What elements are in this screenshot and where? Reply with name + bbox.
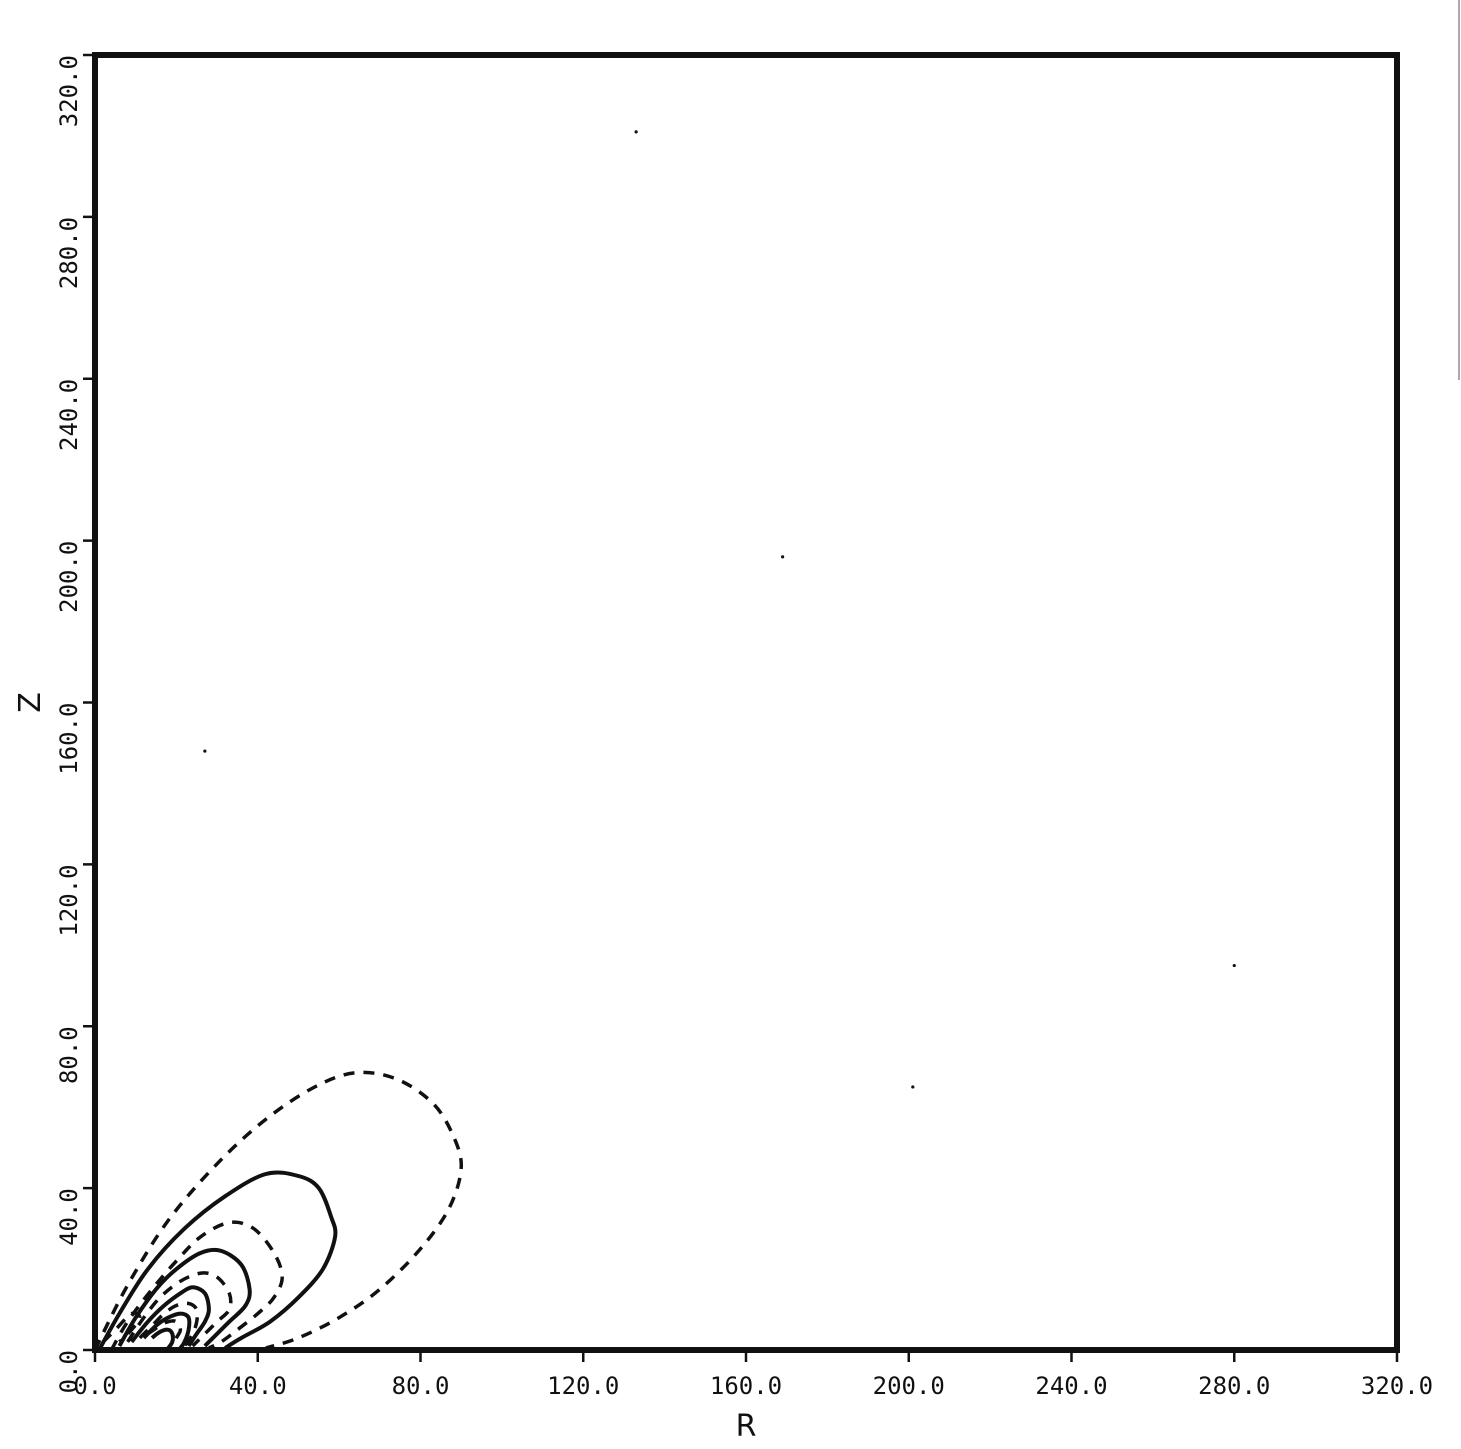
scan-speck-5 bbox=[911, 1085, 915, 1089]
contour-line-solid-6 bbox=[130, 1285, 211, 1348]
contour-line-dashed-5 bbox=[126, 1271, 233, 1348]
contour-line-solid-8 bbox=[142, 1311, 192, 1350]
x-tick-label: 120.0 bbox=[547, 1372, 619, 1400]
y-axis-ticks: 0.0 40.0 80.0 120.0 160.0 200.0 240.0 280.0 320.… bbox=[55, 53, 95, 1393]
y-tick-label: 200.0 bbox=[55, 541, 83, 613]
y-tick-label: 0.0 bbox=[55, 1350, 83, 1393]
contour-line-dashed-11 bbox=[101, 1311, 142, 1344]
y-tick-label: 40.0 bbox=[55, 1188, 83, 1246]
contour-line-solid-4 bbox=[117, 1247, 252, 1348]
plot-frame bbox=[92, 52, 1400, 1353]
contour-line-dashed-1 bbox=[93, 1070, 463, 1351]
x-axis-label: R bbox=[736, 1409, 757, 1444]
scan-speck-1 bbox=[634, 130, 638, 134]
y-tick-label: 80.0 bbox=[55, 1026, 83, 1084]
contour-line-dashed-3 bbox=[109, 1220, 284, 1351]
y-tick-label: 120.0 bbox=[55, 864, 83, 936]
contour-line-dashed-7 bbox=[138, 1301, 200, 1347]
y-tick-label: 240.0 bbox=[55, 379, 83, 451]
contour-line-dashed-9 bbox=[146, 1319, 183, 1347]
y-axis-label: Z bbox=[13, 692, 48, 713]
y-tick-label: 320.0 bbox=[55, 55, 83, 127]
y-tick-label: 280.0 bbox=[55, 217, 83, 289]
x-axis-ticks: 0.0 40.0 80.0 120.0 160.0 200.0 240.0 280.0 320.… bbox=[73, 1350, 1433, 1400]
scan-specks bbox=[203, 130, 1236, 1089]
x-tick-label: 160.0 bbox=[710, 1372, 782, 1400]
y-tick-label: 160.0 bbox=[55, 703, 83, 775]
scan-speck-4 bbox=[1232, 963, 1236, 968]
contour-line-solid-2 bbox=[97, 1170, 338, 1351]
contour-lines bbox=[93, 1070, 463, 1351]
scan-speck-3 bbox=[203, 749, 207, 753]
x-tick-label: 280.0 bbox=[1198, 1372, 1270, 1400]
x-tick-label: 40.0 bbox=[229, 1372, 287, 1400]
x-tick-label: 320.0 bbox=[1361, 1372, 1433, 1400]
x-tick-label: 0.0 bbox=[73, 1372, 116, 1400]
contour-line-solid-10 bbox=[150, 1327, 175, 1350]
x-tick-label: 200.0 bbox=[873, 1372, 945, 1400]
x-tick-label: 240.0 bbox=[1035, 1372, 1107, 1400]
x-tick-label: 80.0 bbox=[392, 1372, 450, 1400]
scan-speck-2 bbox=[781, 555, 785, 559]
